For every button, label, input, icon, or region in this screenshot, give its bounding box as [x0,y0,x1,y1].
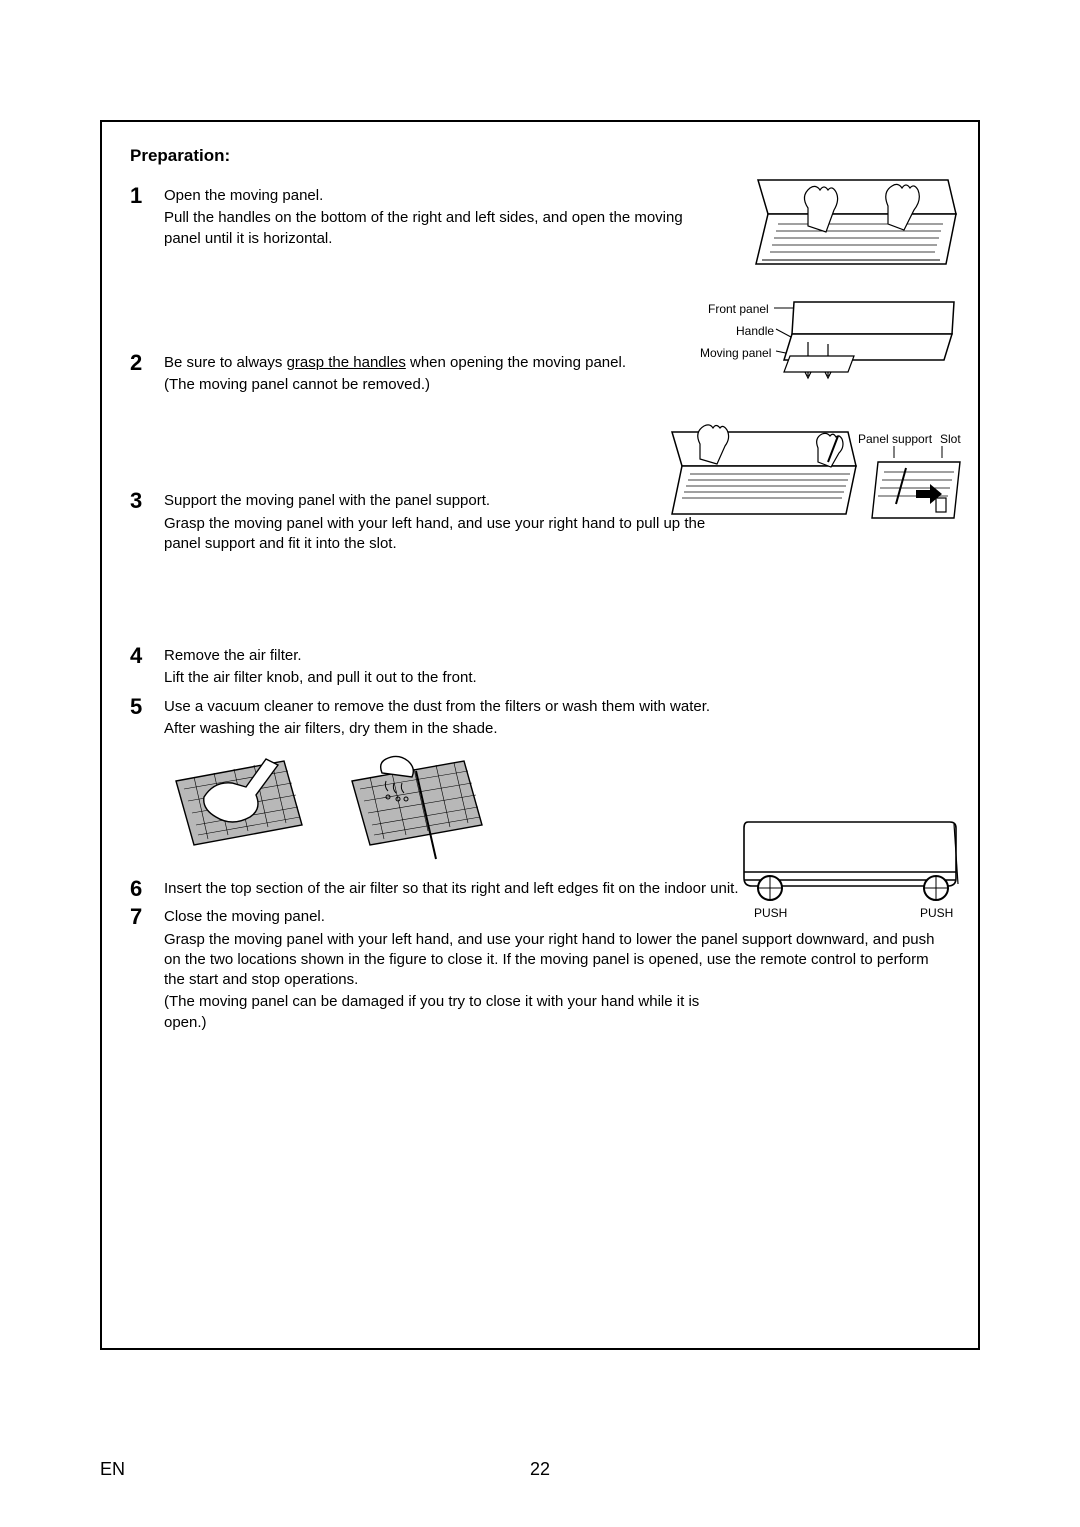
figure-panel-labels: Front panel Handle Moving panel [708,296,958,386]
step-text: Grasp the moving panel with your left ha… [164,930,950,991]
text-span: Be sure to always [164,354,287,371]
footer-page-number: 22 [530,1459,550,1480]
step-number: 3 [130,489,164,513]
step-number: 4 [130,644,164,668]
step-text: (The moving panel can be damaged if you … [164,992,704,1033]
step-text: Pull the handles on the bottom of the ri… [164,208,704,249]
step-body: Use a vacuum cleaner to remove the dust … [164,695,950,742]
underlined-text: grasp the handles [287,354,406,371]
step-number: 2 [130,351,164,375]
figure-filter-vacuum [164,753,314,863]
figure-panel-support: Panel support Slot [668,422,968,532]
step-number: 7 [130,905,164,929]
label-push-left: PUSH [754,906,787,920]
step-5: 5 Use a vacuum cleaner to remove the dus… [130,695,950,742]
step-number: 1 [130,184,164,208]
page: Preparation: 1 Open the moving panel. Pu… [0,0,1080,1527]
step-text: Use a vacuum cleaner to remove the dust … [164,697,950,717]
step-number: 6 [130,877,164,901]
step-4: 4 Remove the air filter. Lift the air fi… [130,644,950,691]
text-span: when opening the moving panel. [406,354,626,371]
step-text: Remove the air filter. [164,646,950,666]
content-box: Preparation: 1 Open the moving panel. Pu… [100,120,980,1350]
figure-open-panel [748,178,958,278]
step-body: Remove the air filter. Lift the air filt… [164,644,950,691]
step-text: Grasp the moving panel with your left ha… [164,514,724,555]
figure-filter-wash [340,753,500,863]
footer-lang: EN [100,1459,125,1480]
step-text: Lift the air filter knob, and pull it ou… [164,668,950,688]
figure-close-panel: PUSH PUSH [740,814,960,934]
label-push-right: PUSH [920,906,953,920]
step-number: 5 [130,695,164,719]
section-title: Preparation: [130,146,950,166]
step-text: After washing the air filters, dry them … [164,719,950,739]
